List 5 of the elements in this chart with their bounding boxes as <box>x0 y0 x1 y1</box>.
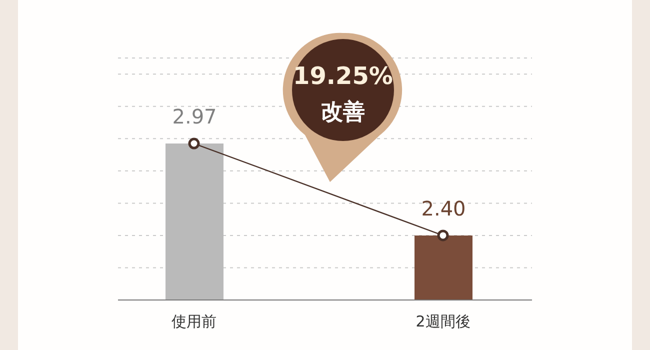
data-label: 2.97 <box>172 104 217 129</box>
x-tick-label: 使用前 <box>172 312 216 331</box>
x-tick-label: 2週間後 <box>416 312 470 331</box>
data-label: 2.40 <box>421 196 466 220</box>
annotation: 19.25% 改善 <box>293 62 393 125</box>
